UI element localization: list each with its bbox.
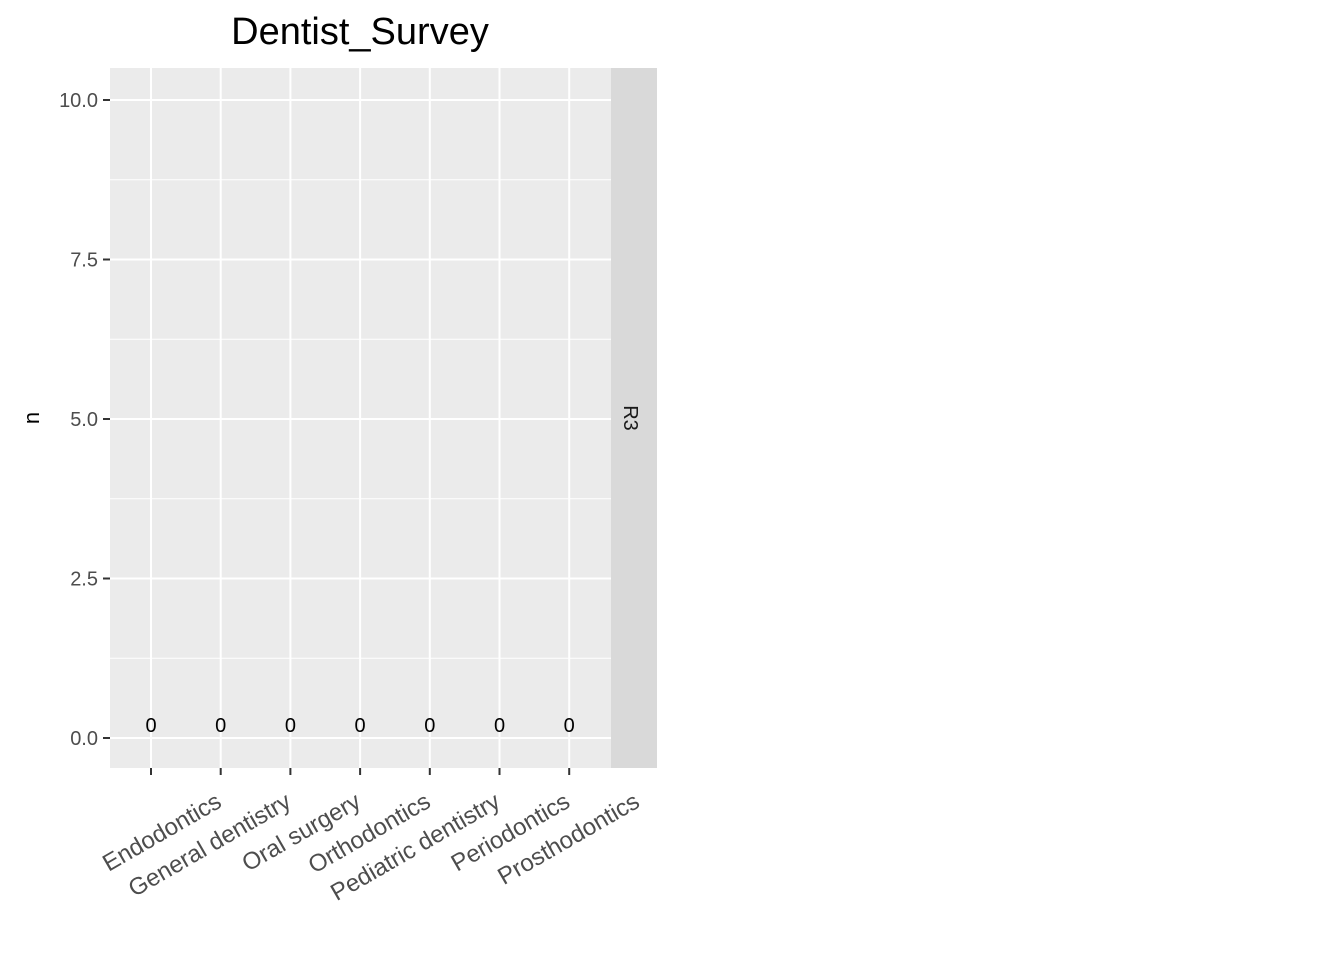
chart-title: Dentist_Survey bbox=[231, 11, 489, 53]
y-tick-label: 0.0 bbox=[70, 728, 98, 750]
data-label: 0 bbox=[424, 715, 435, 737]
facet-strip bbox=[611, 68, 657, 768]
y-tick-label: 2.5 bbox=[70, 569, 98, 591]
y-tick-label: 10.0 bbox=[59, 90, 98, 112]
data-label: 0 bbox=[564, 715, 575, 737]
data-label: 0 bbox=[285, 715, 296, 737]
y-tick-label: 7.5 bbox=[70, 250, 98, 272]
y-tick-label: 5.0 bbox=[70, 409, 98, 431]
data-label: 0 bbox=[145, 715, 156, 737]
data-label: 0 bbox=[215, 715, 226, 737]
data-label: 0 bbox=[355, 715, 366, 737]
data-label: 0 bbox=[494, 715, 505, 737]
y-axis-label: n bbox=[19, 412, 44, 424]
facet-strip-label: R3 bbox=[619, 405, 641, 431]
